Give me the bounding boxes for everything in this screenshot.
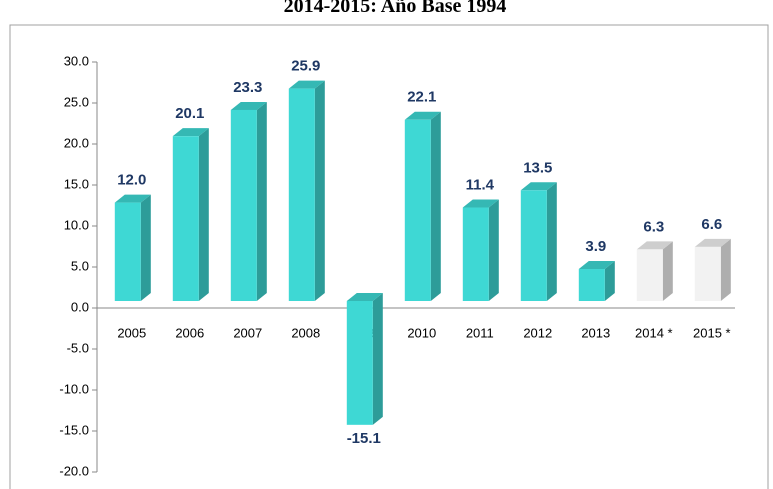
bar-top	[520, 182, 557, 191]
value-label: -15.1	[347, 430, 381, 447]
bar	[230, 109, 257, 301]
bar-side	[662, 241, 673, 301]
bar-top	[636, 241, 673, 250]
bar	[404, 119, 431, 301]
bar-top	[694, 238, 731, 247]
y-tick-label: 30.0	[64, 53, 89, 68]
y-tick-label: 0.0	[71, 299, 89, 314]
bar-top	[462, 199, 499, 208]
y-tick-label: -15.0	[59, 422, 89, 437]
chart-title: 2014-2015: Año Base 1994	[284, 0, 507, 17]
bar-top	[114, 194, 151, 203]
y-tick-label: -20.0	[59, 463, 89, 478]
value-label: 23.3	[233, 79, 262, 96]
x-tick-label: 2012	[523, 325, 552, 340]
chart-border	[9, 24, 769, 489]
x-tick-label: 2008	[291, 325, 320, 340]
value-label: 6.3	[643, 218, 664, 235]
bar-side	[720, 238, 731, 301]
bar-top	[288, 80, 325, 89]
value-label: 13.5	[523, 159, 552, 176]
bar	[462, 207, 489, 301]
bar-top	[346, 293, 383, 301]
value-label: 11.4	[466, 176, 495, 193]
x-tick-label: 2006	[175, 325, 204, 340]
bar-top	[230, 101, 267, 110]
value-label: 6.6	[701, 216, 722, 233]
x-tick-label: 2015 *	[693, 325, 731, 340]
bar-side	[546, 182, 557, 301]
y-tick-label: 10.0	[64, 217, 89, 232]
y-tick-label: 25.0	[64, 94, 89, 109]
bar-side	[256, 101, 267, 301]
x-tick-label: 2010	[407, 325, 436, 340]
y-tick-label: 15.0	[64, 176, 89, 191]
y-tick-label: -5.0	[67, 340, 89, 355]
value-label: 25.9	[291, 58, 320, 75]
bar	[288, 88, 315, 302]
bar-side	[488, 199, 499, 301]
y-tick-label: 5.0	[71, 258, 89, 273]
bar-side	[198, 128, 209, 301]
bar	[578, 269, 605, 301]
bar	[636, 249, 663, 301]
bar-top	[404, 111, 441, 120]
bar-side	[430, 111, 441, 301]
bar-top	[172, 128, 209, 137]
bar	[172, 136, 199, 301]
y-tick-label: -10.0	[59, 381, 89, 396]
bar	[694, 246, 721, 301]
bar-side	[314, 80, 325, 302]
x-tick-label: 2005	[117, 325, 146, 340]
x-tick-label: 2007	[233, 325, 262, 340]
x-tick-label: 2014 *	[635, 325, 673, 340]
x-tick-label: 2013	[581, 325, 610, 340]
x-tick-label: 2011	[466, 325, 494, 340]
bar-side	[604, 261, 615, 301]
value-label: 20.1	[175, 105, 204, 122]
bar	[520, 190, 547, 301]
bar	[114, 202, 141, 301]
bar-top	[578, 261, 615, 270]
bar-side	[372, 293, 383, 425]
bar	[346, 301, 373, 425]
value-label: 3.9	[585, 238, 606, 255]
y-tick-label: 20.0	[64, 135, 89, 150]
value-label: 22.1	[407, 89, 436, 106]
value-label: 12.0	[117, 172, 146, 189]
bar-side	[140, 194, 151, 301]
